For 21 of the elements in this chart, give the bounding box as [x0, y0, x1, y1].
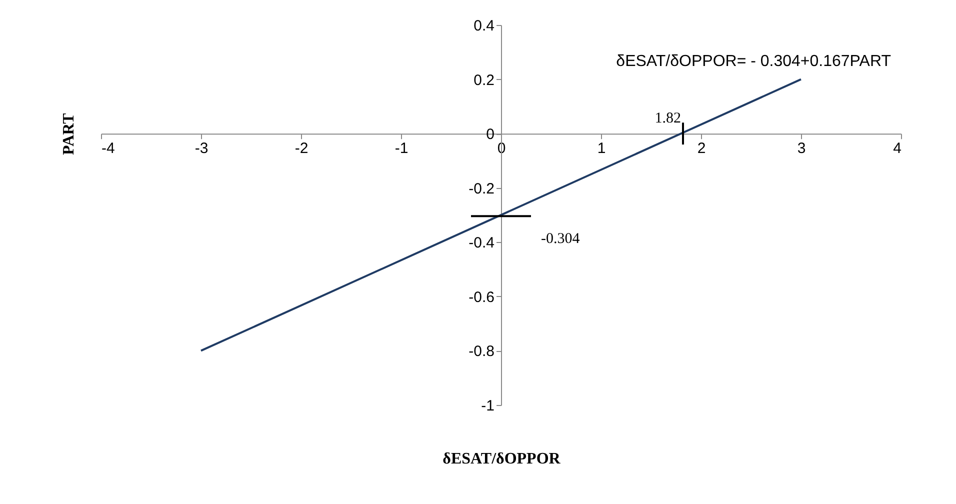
y-tick-label: -0.6 — [468, 288, 494, 306]
x-tick-label: 3 — [797, 140, 806, 158]
y-tick-label: 0.2 — [474, 72, 494, 89]
x-tick-label: 2 — [697, 140, 706, 158]
x-axis-title: δESAT/δOPPOR — [442, 450, 561, 468]
y-tick-label: -0.4 — [468, 234, 494, 252]
y-tick-label: -0.2 — [468, 180, 494, 198]
annotation: δESAT/δOPPOR= - 0.304+0.167PART — [616, 53, 892, 70]
x-tick-label: -4 — [102, 140, 115, 158]
annotation: -0.304 — [541, 231, 580, 248]
x-tick-label: 1 — [597, 140, 606, 158]
annotation: 1.82 — [654, 110, 681, 127]
x-tick-label: -1 — [394, 140, 408, 158]
y-tick-label: 0.4 — [474, 18, 494, 34]
y-tick-label: -1 — [481, 398, 494, 414]
x-tick-label: -2 — [294, 140, 308, 158]
y-axis-title: PART — [60, 112, 78, 155]
y-tick-label: 0 — [486, 126, 494, 144]
y-tick-label: -0.8 — [468, 343, 494, 360]
x-tick-label: 4 — [893, 140, 902, 158]
x-tick-label: -3 — [194, 140, 208, 158]
